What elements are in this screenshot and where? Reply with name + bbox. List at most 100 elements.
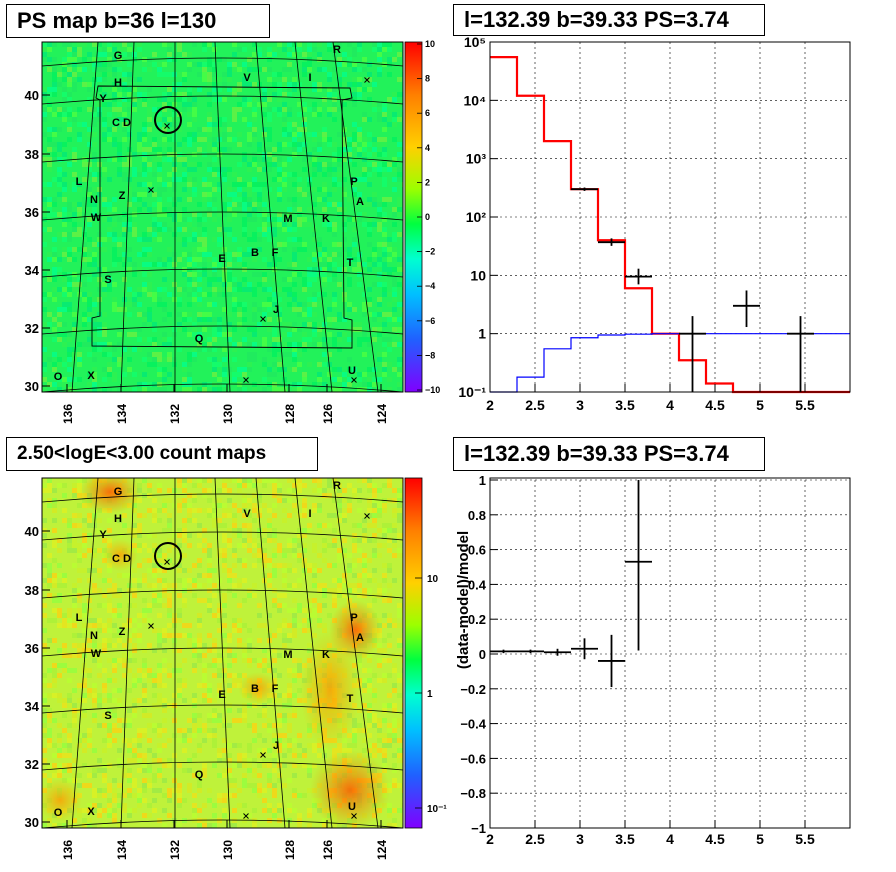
ps-pixel — [82, 122, 87, 127]
ps-pixel — [227, 322, 232, 327]
ps-pixel — [207, 57, 212, 62]
cm-pixel — [322, 538, 327, 543]
cm-pixel — [112, 793, 117, 798]
cm-label-i: I — [308, 508, 311, 520]
ps-pixel — [392, 137, 397, 142]
ps-pixel — [287, 82, 292, 87]
cm-pixel — [287, 728, 292, 733]
ps-pixel — [202, 42, 207, 47]
cm-pixel — [67, 618, 72, 623]
ps-pixel — [77, 187, 82, 192]
ps-pixel — [212, 367, 217, 372]
ps-pixel — [337, 82, 342, 87]
ps-pixel — [47, 102, 52, 107]
cm-pixel — [217, 608, 222, 613]
cm-pixel — [77, 513, 82, 518]
ps-pixel — [357, 337, 362, 342]
ps-pixel — [392, 97, 397, 102]
cm-pixel — [272, 563, 277, 568]
ps-pixel — [52, 212, 57, 217]
ps-pixel — [337, 367, 342, 372]
ps-pixel — [272, 332, 277, 337]
cm-pixel — [197, 808, 202, 813]
cm-pixel — [277, 498, 282, 503]
cm-pixel — [207, 733, 212, 738]
ps-pixel — [247, 187, 252, 192]
cm-pixel — [217, 758, 222, 763]
ps-pixel — [267, 117, 272, 122]
cm-pixel — [392, 778, 397, 783]
ps-label-q: Q — [195, 333, 204, 345]
cm-pixel — [47, 578, 52, 583]
cm-pixel — [102, 778, 107, 783]
cm-pixel — [202, 668, 207, 673]
cm-pixel — [312, 548, 317, 553]
ps-pixel — [42, 97, 47, 102]
ps-pixel — [172, 327, 177, 332]
cm-pixel — [297, 668, 302, 673]
ps-pixel — [367, 377, 372, 382]
ps-pixel — [312, 172, 317, 177]
cm-pixel — [247, 643, 252, 648]
ps-pixel — [317, 237, 322, 242]
cm-pixel — [157, 593, 162, 598]
ps-pixel — [172, 102, 177, 107]
ps-pixel — [97, 52, 102, 57]
ps-pixel — [237, 87, 242, 92]
cm-pixel — [337, 508, 342, 513]
ps-pixel — [57, 332, 62, 337]
cm-pixel — [227, 638, 232, 643]
ps-pixel — [227, 312, 232, 317]
ps-pixel — [192, 237, 197, 242]
ps-pixel — [157, 112, 162, 117]
cm-pixel — [87, 533, 92, 538]
ps-pixel — [207, 62, 212, 67]
ps-cross-marker — [260, 316, 266, 322]
ps-pixel — [157, 352, 162, 357]
cm-pixel — [312, 598, 317, 603]
ps-pixel — [227, 282, 232, 287]
ps-pixel — [157, 237, 162, 242]
ps-pixel — [182, 77, 187, 82]
ps-pixel — [42, 377, 47, 382]
count-colorbar — [405, 478, 422, 828]
cm-pixel — [322, 543, 327, 548]
cm-pixel — [252, 723, 257, 728]
cm-pixel — [72, 713, 77, 718]
cm-pixel — [192, 508, 197, 513]
ps-pixel — [217, 117, 222, 122]
cm-pixel — [267, 718, 272, 723]
ps-pixel — [232, 137, 237, 142]
ps-pixel — [272, 352, 277, 357]
ps-pixel — [387, 97, 392, 102]
cm-pixel — [187, 643, 192, 648]
ps-pixel — [152, 232, 157, 237]
cm-pixel — [227, 773, 232, 778]
ps-pixel — [267, 262, 272, 267]
ps-pixel — [62, 67, 67, 72]
cm-pixel — [277, 733, 282, 738]
ps-pixel — [272, 302, 277, 307]
ps-pixel — [82, 272, 87, 277]
cm-pixel — [337, 513, 342, 518]
ps-pixel — [142, 167, 147, 172]
residual-x-tick-3: 3 — [576, 831, 584, 847]
cm-pixel — [272, 478, 277, 483]
cm-pixel — [272, 808, 277, 813]
cm-pixel — [237, 678, 242, 683]
ps-pixel — [302, 382, 307, 387]
cm-pixel — [237, 758, 242, 763]
ps-pixel — [127, 92, 132, 97]
ps-pixel — [297, 352, 302, 357]
cm-pixel — [257, 623, 262, 628]
cm-pixel — [372, 568, 377, 573]
ps-pixel — [372, 82, 377, 87]
ps-pixel — [42, 47, 47, 52]
spectrum-x-tick-5: 5 — [756, 397, 764, 413]
ps-pixel — [262, 302, 267, 307]
cm-pixel — [197, 523, 202, 528]
ps-pixel — [297, 127, 302, 132]
cm-pixel — [222, 568, 227, 573]
cm-pixel — [247, 768, 252, 773]
